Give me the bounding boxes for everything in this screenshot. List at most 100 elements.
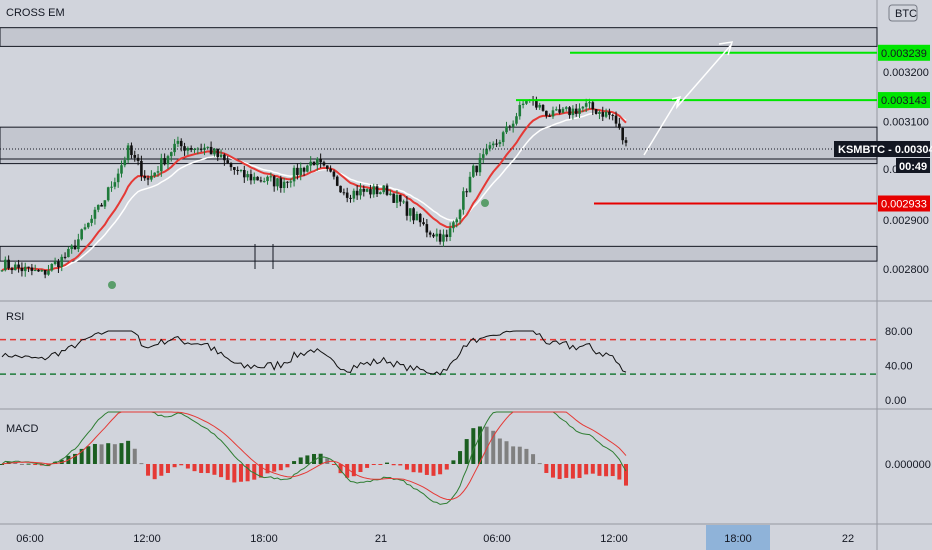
macd-histogram-bar bbox=[112, 444, 117, 464]
candle-body bbox=[319, 158, 322, 163]
candle-body bbox=[13, 264, 17, 271]
candle-body bbox=[558, 109, 561, 113]
time-tick-label: 12:00 bbox=[133, 533, 161, 545]
macd-histogram-bar bbox=[371, 464, 376, 465]
macd-histogram-bar bbox=[477, 426, 482, 464]
candle-body bbox=[398, 194, 402, 202]
candle-body bbox=[505, 126, 508, 133]
candle-body bbox=[362, 188, 366, 192]
candle-body bbox=[591, 102, 595, 110]
candle-body bbox=[515, 116, 518, 124]
macd-histogram-bar bbox=[351, 464, 356, 477]
candle-body bbox=[584, 103, 588, 107]
candle-body bbox=[173, 143, 176, 153]
rsi-title[interactable]: RSI bbox=[6, 311, 24, 323]
time-tick-label: 18:00 bbox=[724, 533, 752, 545]
candle-body bbox=[462, 191, 465, 210]
candle-body bbox=[30, 267, 34, 271]
macd-histogram-bar bbox=[331, 464, 336, 465]
ema-fast-line bbox=[1, 107, 627, 272]
candle-body bbox=[545, 110, 548, 116]
candle-body bbox=[226, 160, 230, 163]
symbol-price-text: KSMBTC - 0.003043 bbox=[838, 144, 932, 156]
candle-body bbox=[249, 174, 253, 181]
candle-body bbox=[588, 102, 591, 104]
candle-body bbox=[535, 100, 538, 108]
macd-histogram-bar bbox=[398, 464, 403, 466]
candle-body bbox=[77, 239, 80, 250]
candle-body bbox=[219, 154, 223, 157]
macd-histogram-bar bbox=[471, 428, 476, 464]
candle-body bbox=[339, 185, 342, 193]
candle-body bbox=[422, 222, 425, 225]
candle-body bbox=[309, 161, 312, 166]
candle-body bbox=[468, 176, 472, 193]
candle-body bbox=[23, 266, 27, 272]
macd-histogram-bar bbox=[265, 464, 270, 474]
macd-histogram-bar bbox=[617, 464, 622, 480]
macd-title[interactable]: MACD bbox=[6, 423, 38, 435]
macd-histogram-bar bbox=[185, 464, 190, 469]
candle-body bbox=[608, 111, 611, 115]
currency-button[interactable] bbox=[888, 4, 918, 22]
candle-body bbox=[179, 140, 183, 147]
candle-body bbox=[63, 256, 67, 258]
rsi-tick-label: 0.00 bbox=[885, 395, 906, 407]
macd-histogram-bar bbox=[584, 464, 589, 475]
indicator-label[interactable]: CROSS EM bbox=[6, 7, 65, 19]
macd-histogram-bar bbox=[544, 464, 549, 473]
candle-body bbox=[67, 249, 70, 258]
price-tick-label: 0.002800 bbox=[883, 264, 929, 276]
price-axis[interactable]: 0.003200 0.003100 0.002900 0.002800 0.0 bbox=[883, 67, 929, 276]
candle-body bbox=[33, 270, 37, 272]
candle-body bbox=[113, 182, 117, 187]
macd-histogram-bar bbox=[0, 464, 4, 465]
rsi-pane[interactable] bbox=[0, 302, 877, 408]
candle-body bbox=[266, 176, 269, 182]
candle-body bbox=[435, 233, 439, 237]
macd-histogram-bar bbox=[564, 464, 569, 478]
macd-histogram-bar bbox=[278, 464, 283, 471]
candle-body bbox=[223, 154, 226, 161]
candle-body bbox=[123, 160, 127, 166]
macd-histogram-bar bbox=[159, 464, 164, 476]
candle-body bbox=[385, 185, 389, 195]
candle-body bbox=[156, 171, 160, 173]
macd-histogram-bar bbox=[232, 464, 237, 483]
candle-body bbox=[352, 190, 356, 199]
candle-body bbox=[465, 191, 468, 193]
macd-histogram-bar bbox=[438, 464, 443, 475]
candle-body bbox=[130, 145, 133, 156]
macd-histogram-bar bbox=[378, 464, 383, 465]
candle-body bbox=[408, 208, 412, 216]
rsi-line bbox=[1, 330, 627, 376]
arrow-head-icon bbox=[718, 41, 734, 56]
candle-body bbox=[93, 209, 97, 219]
time-axis[interactable]: 06:00 12:00 18:00 21 06:00 12:00 18:00 22 bbox=[16, 533, 854, 545]
candle-body bbox=[169, 152, 173, 157]
macd-histogram-bar bbox=[418, 464, 423, 473]
candle-body bbox=[262, 181, 266, 183]
candle-body bbox=[166, 156, 170, 165]
candle-body bbox=[574, 108, 578, 114]
candle-body bbox=[475, 165, 478, 173]
price-tick-label: 0.003100 bbox=[883, 116, 929, 128]
candle-body bbox=[355, 190, 359, 196]
candles bbox=[0, 95, 628, 279]
candle-body bbox=[554, 109, 558, 111]
level-tag bbox=[878, 92, 930, 109]
macd-histogram-bar bbox=[444, 464, 449, 470]
macd-histogram-bar bbox=[312, 453, 316, 464]
candle-body bbox=[136, 157, 140, 161]
candle-body bbox=[495, 143, 498, 145]
candle-body bbox=[375, 186, 379, 195]
candle-body bbox=[312, 161, 316, 166]
macd-histogram-bar bbox=[245, 464, 250, 482]
candle-body bbox=[296, 167, 299, 176]
time-tick-label: 21 bbox=[375, 533, 387, 545]
price-pane[interactable] bbox=[0, 0, 877, 300]
candle-body bbox=[548, 115, 551, 117]
macd-signal-line bbox=[1, 411, 627, 501]
macd-histogram-bar bbox=[92, 443, 97, 464]
